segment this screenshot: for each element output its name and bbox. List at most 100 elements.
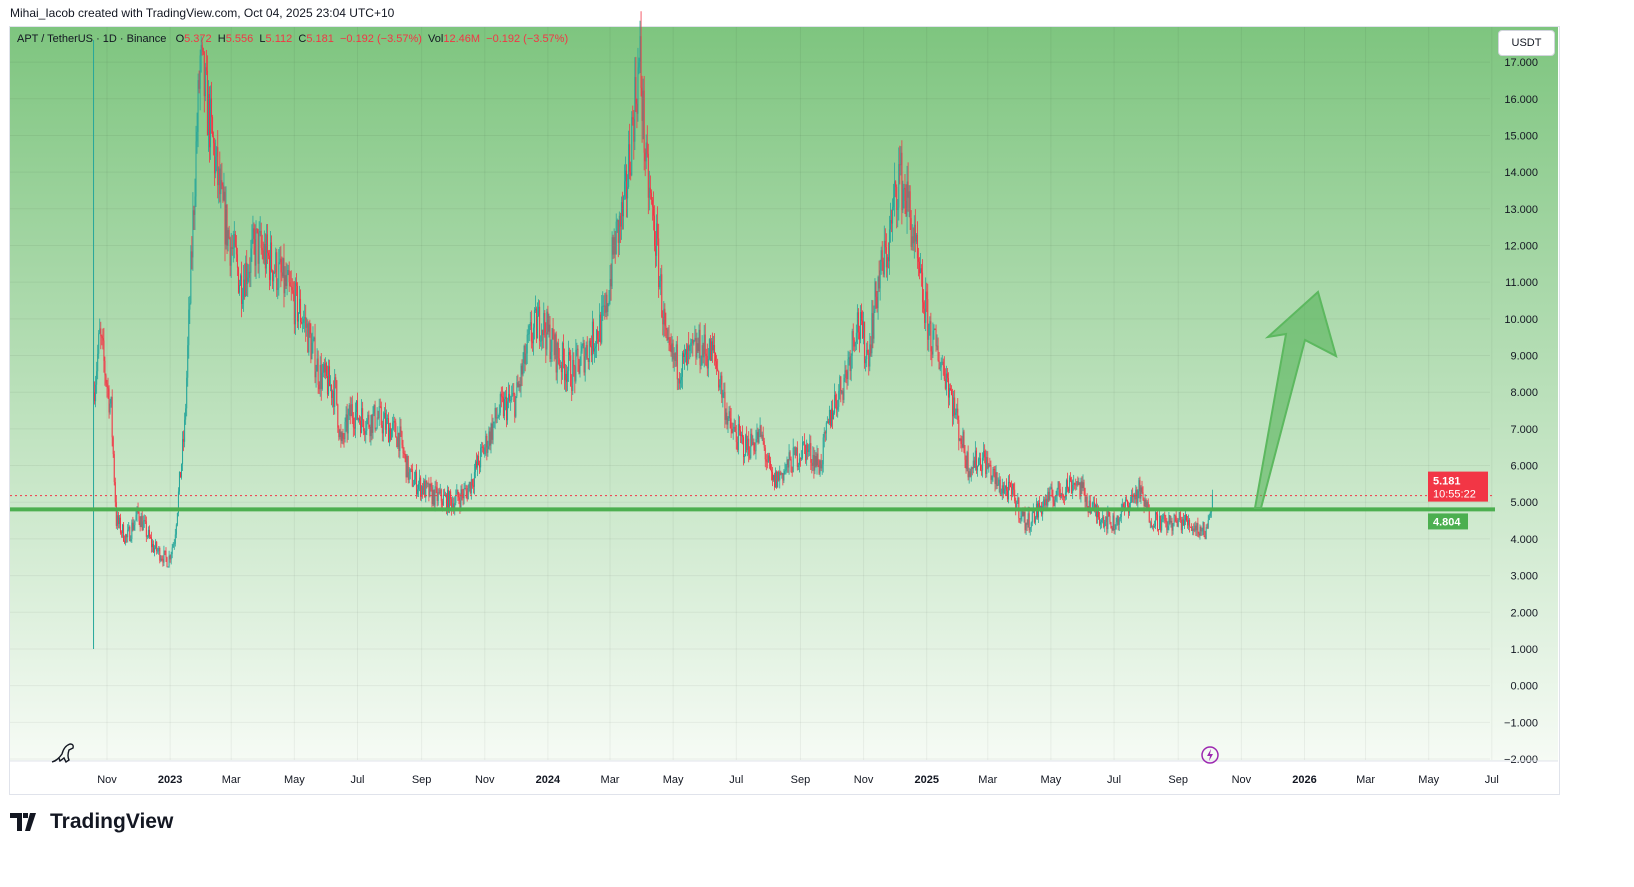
candle-body: [115, 502, 117, 526]
candle-body: [349, 405, 351, 417]
candle-body: [556, 342, 558, 373]
candle-body: [331, 384, 333, 398]
candle-body: [283, 258, 285, 294]
candle-body: [1101, 520, 1103, 523]
candle-body: [811, 462, 813, 466]
candle-body: [246, 262, 248, 284]
candle-body: [772, 472, 774, 480]
candle-body: [872, 313, 874, 339]
candle-body: [120, 532, 122, 534]
candle-body: [673, 353, 675, 360]
candle-body: [1193, 528, 1195, 531]
candle-body: [294, 282, 296, 325]
candle-body: [697, 343, 699, 352]
chart-frame[interactable]: [9, 26, 1560, 795]
symbol-name[interactable]: APT / TetherUS · 1D · Binance: [17, 33, 167, 45]
candle-body: [424, 480, 426, 498]
candle-body: [1111, 527, 1113, 531]
candle-body: [334, 377, 336, 407]
candle-body: [1173, 514, 1175, 524]
candle-body: [281, 272, 283, 277]
candle-body: [420, 477, 422, 497]
candle-body: [261, 247, 263, 251]
price-chart[interactable]: 17.000 16.000 15.000 14.000 13.000 12.000 11.0…: [0, 0, 1634, 800]
candle-body: [1023, 511, 1025, 517]
candle-body: [313, 337, 315, 339]
candle-body: [596, 330, 598, 347]
candle-body: [1093, 502, 1095, 511]
candle-body: [753, 442, 755, 451]
candle-body: [470, 479, 472, 494]
candle-body: [1154, 512, 1156, 527]
candle-body: [1000, 493, 1002, 495]
candle-body: [181, 464, 183, 478]
tradingview-logo[interactable]: TradingView: [10, 810, 173, 834]
candle-body: [149, 537, 151, 538]
candle-body: [512, 392, 514, 396]
candle-body: [910, 218, 912, 247]
candle-body: [1100, 522, 1102, 525]
candle-body: [527, 334, 529, 335]
candle-body: [159, 548, 161, 561]
candle-body: [452, 503, 454, 510]
candle-body: [304, 317, 306, 319]
candle-body: [702, 345, 704, 358]
candle-body: [279, 258, 281, 263]
candle-body: [1103, 516, 1105, 528]
candle-body: [591, 321, 593, 356]
candle-body: [455, 494, 457, 503]
candle-body: [1179, 512, 1181, 520]
candle-body: [627, 186, 629, 199]
candle-body: [927, 299, 929, 340]
candle-body: [1130, 502, 1132, 504]
candle-body: [968, 471, 970, 478]
candle-body: [900, 152, 902, 166]
candle-body: [355, 400, 357, 412]
candle-body: [745, 435, 747, 457]
candle-body: [275, 252, 277, 273]
candle-body: [584, 356, 586, 373]
candle-body: [1005, 485, 1007, 491]
candle-body: [1064, 492, 1066, 498]
candle-body: [861, 312, 863, 321]
candle-body: [142, 521, 144, 531]
candle-body: [270, 242, 272, 280]
candle-body: [400, 426, 402, 432]
candle-body: [258, 232, 260, 264]
candle-body: [992, 469, 994, 476]
candle-body: [1144, 499, 1146, 506]
dino-icon: [51, 743, 74, 764]
candle-body: [1088, 500, 1090, 513]
candle-body: [928, 323, 930, 340]
candle-body: [991, 475, 993, 480]
candle-body: [1209, 512, 1211, 516]
candle-body: [398, 433, 400, 451]
candle-body: [380, 406, 382, 425]
candle-body: [563, 360, 565, 381]
symbol-legend: APT / TetherUS · 1D · Binance O5.372 H5.…: [17, 33, 568, 45]
candle-body: [484, 447, 486, 455]
candle-body: [628, 144, 630, 187]
lightning-icon: [1201, 746, 1219, 764]
candle-body: [217, 147, 219, 186]
candle-body: [937, 345, 939, 361]
candle-body: [458, 497, 460, 501]
candle-body: [1178, 512, 1180, 520]
candle-body: [1191, 526, 1193, 531]
candle-body: [186, 377, 188, 409]
candle-body: [1051, 487, 1053, 497]
candle-body: [655, 245, 657, 256]
candle-body: [325, 362, 327, 377]
currency-button[interactable]: USDT: [1498, 30, 1555, 56]
candle-body: [198, 80, 200, 89]
candle-body: [572, 360, 574, 392]
candle-body: [888, 229, 890, 262]
candle-body: [1046, 498, 1048, 506]
candle-body: [773, 475, 775, 480]
candle-body: [1021, 511, 1023, 517]
candle-body: [685, 349, 687, 355]
candle-body: [428, 483, 430, 497]
candle-body: [1188, 519, 1190, 526]
candle-body: [791, 471, 793, 473]
candle-body: [847, 359, 849, 380]
